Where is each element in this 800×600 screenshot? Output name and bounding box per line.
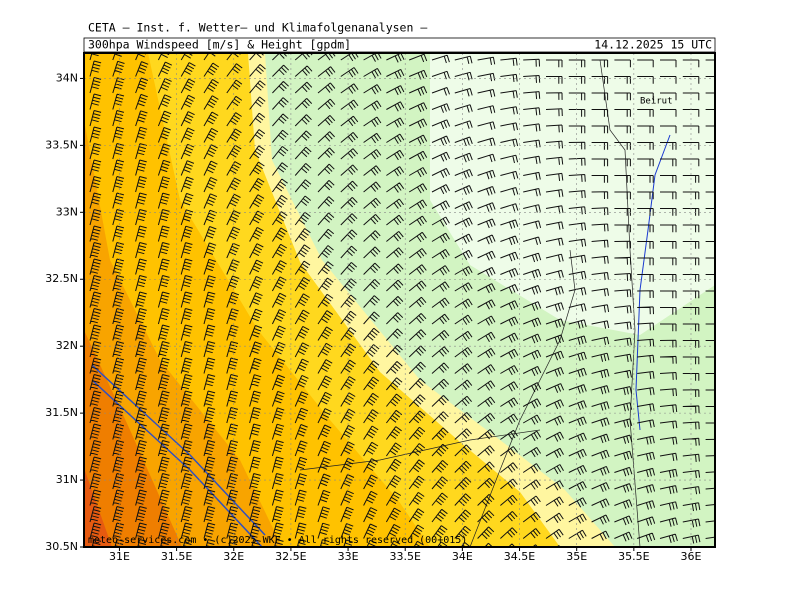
y-tick-label: 33N — [56, 205, 78, 218]
map-frame — [83, 52, 716, 548]
y-tick-label: 32N — [56, 339, 78, 352]
x-tick-label: 35E — [566, 550, 587, 563]
x-tick-label: 35.5E — [618, 550, 649, 563]
y-tick-label: 34N — [56, 71, 78, 84]
shade-dark-orange — [84, 330, 182, 547]
x-tick-label: 33.5E — [389, 550, 420, 563]
x-tick-label: 33E — [338, 550, 359, 563]
x-tick-label: 32E — [223, 550, 244, 563]
wind-barb-set — [89, 53, 715, 547]
coastline-blue — [91, 364, 266, 547]
institute-title: CETA – Inst. f. Wetter– und Klimafolgena… — [88, 21, 427, 35]
valid-time: 14.12.2025 15 UTC — [594, 38, 712, 52]
y-tick-label: 33.5N — [45, 138, 78, 151]
y-tick-label: 31N — [56, 473, 78, 486]
x-tick-label: 34.5E — [504, 550, 535, 563]
footer: meteo-services.com • (c)2025 WKF • All r… — [88, 535, 467, 546]
wind-barbs — [89, 53, 715, 547]
x-tick-label: 31.5E — [161, 550, 192, 563]
y-tick-label: 30.5N — [45, 540, 78, 553]
river — [635, 134, 671, 431]
x-tick-label: 32.5E — [275, 550, 306, 563]
x-tick-label: 34E — [452, 550, 473, 563]
product-title: 300hpa Windspeed [m/s] & Height [gpdm] — [88, 38, 351, 52]
x-tick-label: 36E — [681, 550, 702, 563]
y-tick-label: 32.5N — [45, 272, 78, 285]
x-tick-label: 31E — [109, 550, 130, 563]
place-label: Beirut — [640, 97, 673, 107]
y-tick-label: 31.5N — [45, 406, 78, 419]
grid — [84, 53, 715, 547]
map-area — [84, 53, 715, 547]
